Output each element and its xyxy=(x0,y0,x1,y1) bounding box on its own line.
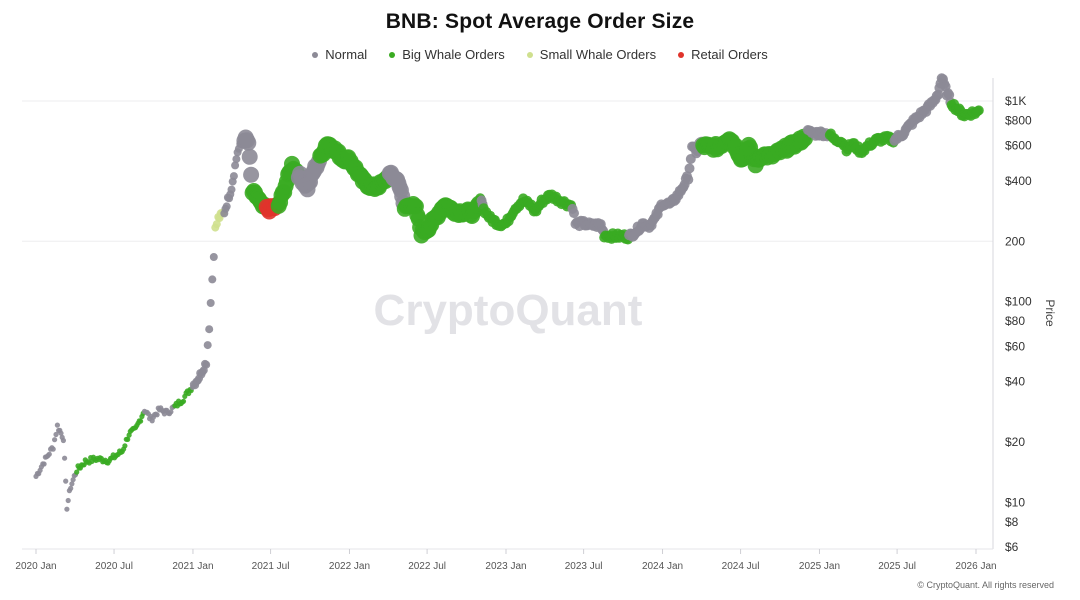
y-tick-label: $80 xyxy=(1005,314,1025,328)
x-tick-label: 2021 Jan xyxy=(172,561,213,572)
legend-item-big-whale[interactable]: Big Whale Orders xyxy=(389,47,505,62)
y-tick-label: $6 xyxy=(1005,540,1019,554)
normal-point xyxy=(232,155,241,164)
normal-point xyxy=(64,506,70,512)
x-tick-label: 2023 Jan xyxy=(485,561,526,572)
footer-copyright: © CryptoQuant. All rights reserved xyxy=(917,580,1054,590)
y-tick-label: $10 xyxy=(1005,495,1025,509)
normal-point xyxy=(227,185,236,194)
big-whale-point xyxy=(74,469,80,475)
normal-point xyxy=(683,174,694,185)
big-whale-point xyxy=(125,436,131,442)
y-tick-label: $800 xyxy=(1005,113,1032,127)
normal-point xyxy=(229,172,238,181)
y-tick-label: 200 xyxy=(1005,234,1025,248)
legend-item-normal[interactable]: Normal xyxy=(312,47,367,62)
y-tick-label: $8 xyxy=(1005,515,1019,529)
x-axis-ticks: 2020 Jan 2020 Jul 2021 Jan 2021 Jul 2022 Jan… xyxy=(15,549,997,572)
normal-point xyxy=(68,485,74,491)
normal-point xyxy=(209,253,218,261)
gridlines xyxy=(22,100,993,242)
y-axis-label: Price xyxy=(1043,299,1057,327)
normal-point xyxy=(65,497,71,504)
y-tick-label: $60 xyxy=(1005,339,1025,353)
normal-point xyxy=(50,446,56,452)
x-tick-label: 2020 Jan xyxy=(15,561,56,572)
x-tick-label: 2026 Jan xyxy=(955,561,996,572)
legend-label-big-whale: Big Whale Orders xyxy=(402,47,505,62)
normal-point xyxy=(240,134,257,151)
legend-item-retail[interactable]: Retail Orders xyxy=(678,47,768,62)
normal-point xyxy=(63,478,69,484)
y-tick-label: $40 xyxy=(1005,375,1025,389)
normal-point xyxy=(58,430,64,436)
normal-point xyxy=(46,451,52,457)
x-tick-label: 2025 Jan xyxy=(799,561,840,572)
normal-point xyxy=(54,422,61,428)
y-tick-label: $1K xyxy=(1005,94,1026,108)
normal-point xyxy=(243,166,260,183)
y-axis-ticks: $1K $800 $600 $400 200 $100 $80 $60 $40 $20 $10 $8 $… xyxy=(1005,94,1032,554)
big-whale-point xyxy=(973,105,984,116)
normal-point xyxy=(60,437,66,444)
watermark: CryptoQuant xyxy=(374,286,643,335)
legend-item-small-whale[interactable]: Small Whale Orders xyxy=(526,47,657,62)
normal-point xyxy=(41,461,47,467)
y-tick-label: $20 xyxy=(1005,435,1025,449)
legend-label-normal: Normal xyxy=(325,47,368,62)
big-whale-point xyxy=(180,398,187,404)
x-tick-label: 2024 Jul xyxy=(722,561,760,572)
normal-point xyxy=(52,437,58,443)
x-tick-label: 2022 Jul xyxy=(408,561,446,572)
x-tick-label: 2023 Jul xyxy=(565,561,603,572)
legend-dot-small-whale xyxy=(526,51,533,58)
data-points xyxy=(33,73,984,512)
normal-point xyxy=(222,202,231,211)
small-whale-point xyxy=(212,220,221,229)
normal-point xyxy=(206,299,215,307)
normal-point xyxy=(208,275,217,284)
legend-dot-normal xyxy=(312,51,319,58)
normal-point xyxy=(684,163,695,174)
legend-label-retail: Retail Orders xyxy=(691,47,768,62)
normal-point xyxy=(53,431,59,438)
normal-point xyxy=(69,481,75,487)
normal-point xyxy=(231,161,240,170)
y-tick-label: $400 xyxy=(1005,174,1032,188)
x-tick-label: 2021 Jul xyxy=(252,561,290,572)
x-tick-label: 2020 Jul xyxy=(95,561,133,572)
legend-label-small-whale: Small Whale Orders xyxy=(539,47,657,62)
chart-legend: Normal Big Whale Orders Small Whale Orde… xyxy=(0,47,1080,62)
legend-dot-retail xyxy=(678,51,685,58)
x-tick-label: 2025 Jul xyxy=(878,561,916,572)
normal-point xyxy=(62,455,68,461)
normal-point xyxy=(203,341,212,350)
big-whale-point xyxy=(122,443,128,449)
normal-point xyxy=(168,409,174,415)
chart-title: BNB: Spot Average Order Size xyxy=(385,10,695,33)
big-whale-point xyxy=(138,418,144,424)
normal-point xyxy=(205,325,214,334)
y-tick-label: $600 xyxy=(1005,139,1032,153)
normal-point xyxy=(241,148,258,165)
legend-dot-big-whale xyxy=(389,51,396,58)
x-tick-label: 2024 Jan xyxy=(642,561,683,572)
normal-point xyxy=(569,208,579,219)
y-tick-label: $100 xyxy=(1005,295,1032,309)
normal-point xyxy=(202,360,211,369)
normal-point xyxy=(154,412,160,418)
x-tick-label: 2022 Jan xyxy=(329,561,370,572)
normal-point xyxy=(70,477,76,483)
